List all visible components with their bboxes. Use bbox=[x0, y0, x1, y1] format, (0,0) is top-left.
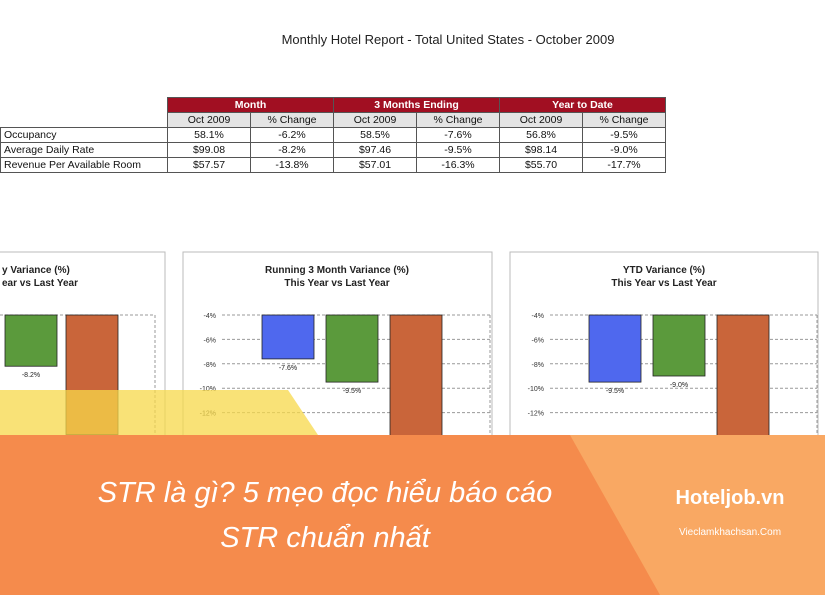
row-label: Revenue Per Available Room bbox=[0, 157, 168, 173]
table-cell: $97.46 bbox=[333, 142, 417, 158]
blank-cell bbox=[0, 112, 168, 128]
chart-title: This Year vs Last Year bbox=[611, 278, 716, 289]
chart-title: This Year vs Last Year bbox=[284, 278, 389, 289]
table-cell: -13.8% bbox=[250, 157, 334, 173]
y-tick-label: -12% bbox=[528, 411, 544, 418]
chart-title: ear vs Last Year bbox=[2, 278, 78, 289]
column-header: % Change bbox=[250, 112, 334, 128]
table-cell: -8.2% bbox=[250, 142, 334, 158]
table-cell: -9.0% bbox=[582, 142, 666, 158]
group-header: Year to Date bbox=[499, 97, 666, 113]
bar-value-label: -9.5% bbox=[606, 388, 624, 395]
table-cell: 58.1% bbox=[167, 127, 251, 143]
logo-site[interactable]: Vieclamkhachsan.Com bbox=[679, 527, 781, 538]
table-row: Occupancy 58.1% -6.2% 58.5% -7.6% 56.8% -9.5% bbox=[0, 127, 666, 143]
table-cell: $99.08 bbox=[167, 142, 251, 158]
row-label: Average Daily Rate bbox=[0, 142, 168, 158]
bar bbox=[588, 314, 642, 383]
table-cell: $57.01 bbox=[333, 157, 417, 173]
y-tick-label: -10% bbox=[528, 386, 544, 393]
table-cell: 58.5% bbox=[333, 127, 417, 143]
table-cell: -9.5% bbox=[416, 142, 500, 158]
table-cell: $57.57 bbox=[167, 157, 251, 173]
table-row: Revenue Per Available Room $57.57 -13.8% $5… bbox=[0, 157, 666, 173]
row-label: Occupancy bbox=[0, 127, 168, 143]
banner-title-line: STR chuẩn nhất bbox=[220, 522, 432, 554]
bar-value-label: -9.5% bbox=[343, 388, 361, 395]
y-tick-label: -6% bbox=[204, 337, 216, 344]
banner-panel bbox=[570, 435, 825, 595]
table-cell: -7.6% bbox=[416, 127, 500, 143]
banner-accent bbox=[0, 390, 318, 435]
table-cell: -9.5% bbox=[582, 127, 666, 143]
chart-panel: YTD Variance (%) This Year vs Last Year -4… bbox=[509, 251, 819, 483]
table-cell: -17.7% bbox=[582, 157, 666, 173]
y-tick-label: -8% bbox=[204, 362, 216, 369]
column-header: Oct 2009 bbox=[499, 112, 583, 128]
report-title: Monthly Hotel Report - Total United Stat… bbox=[282, 32, 615, 47]
y-tick-label: -6% bbox=[532, 337, 544, 344]
banner: STR là gì? 5 mẹo đọc hiểu báo cáo STR ch… bbox=[0, 390, 825, 595]
table-row: Average Daily Rate $99.08 -8.2% $97.46 -9.5%… bbox=[0, 142, 666, 158]
y-tick-label: -4% bbox=[532, 313, 544, 320]
group-header: Month bbox=[167, 97, 334, 113]
column-header: % Change bbox=[582, 112, 666, 128]
bar bbox=[261, 314, 315, 360]
column-header: Oct 2009 bbox=[333, 112, 417, 128]
bar bbox=[652, 314, 706, 377]
table-cell: $55.70 bbox=[499, 157, 583, 173]
table-cell: 56.8% bbox=[499, 127, 583, 143]
y-tick-label: -4% bbox=[204, 313, 216, 320]
column-header-row: Oct 2009% Change Oct 2009% Change Oct 2009… bbox=[0, 112, 666, 128]
group-header: 3 Months Ending bbox=[333, 97, 500, 113]
y-tick-label: -10% bbox=[200, 386, 216, 393]
bar bbox=[4, 314, 58, 367]
bar-value-label: -9.0% bbox=[670, 382, 688, 389]
column-header: Oct 2009 bbox=[167, 112, 251, 128]
chart-title: Running 3 Month Variance (%) bbox=[265, 265, 409, 276]
banner-title-line: STR là gì? 5 mẹo đọc hiểu báo cáo bbox=[98, 477, 553, 509]
logo-name[interactable]: Hoteljob.vn bbox=[676, 487, 785, 509]
table-cell: $98.14 bbox=[499, 142, 583, 158]
bar bbox=[325, 314, 379, 383]
table-cell: -6.2% bbox=[250, 127, 334, 143]
group-header-row: Month 3 Months Ending Year to Date bbox=[0, 97, 666, 113]
bar-value-label: -7.6% bbox=[279, 365, 297, 372]
bar-value-label: -8.2% bbox=[22, 372, 40, 379]
y-tick-label: -8% bbox=[532, 362, 544, 369]
column-header: % Change bbox=[416, 112, 500, 128]
table-cell: -16.3% bbox=[416, 157, 500, 173]
blank-cell bbox=[0, 97, 168, 113]
report-table: Month 3 Months Ending Year to Date Oct 2009… bbox=[0, 97, 666, 173]
chart-title: y Variance (%) bbox=[2, 265, 70, 276]
chart-title: YTD Variance (%) bbox=[623, 265, 705, 276]
